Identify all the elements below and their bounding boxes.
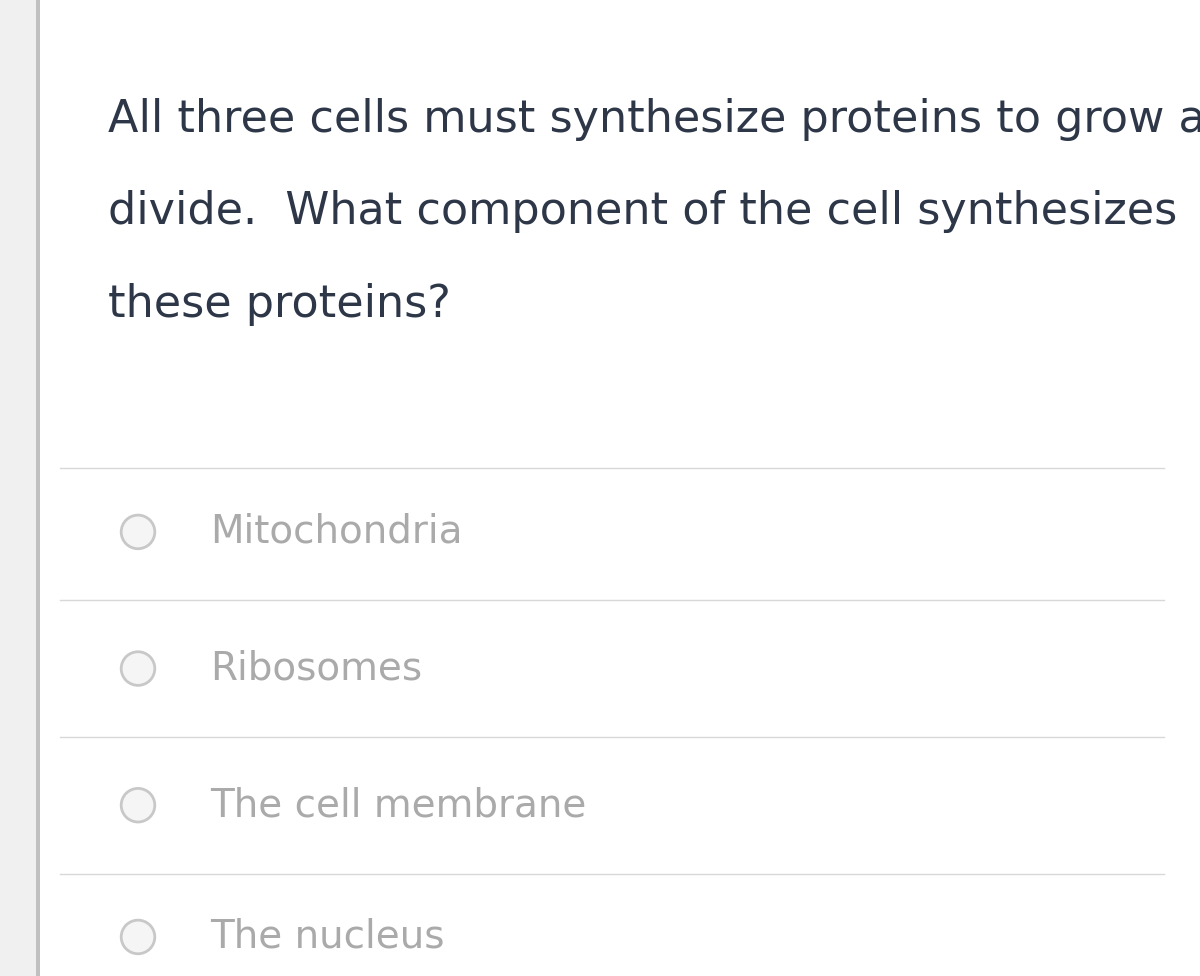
Text: Mitochondria: Mitochondria — [210, 513, 462, 550]
Text: All three cells must synthesize proteins to grow and: All three cells must synthesize proteins… — [108, 98, 1200, 141]
Text: divide.  What component of the cell synthesizes: divide. What component of the cell synth… — [108, 190, 1177, 233]
Ellipse shape — [121, 515, 155, 549]
Text: Ribosomes: Ribosomes — [210, 650, 422, 687]
Text: The cell membrane: The cell membrane — [210, 787, 587, 824]
Text: these proteins?: these proteins? — [108, 283, 451, 326]
Ellipse shape — [121, 652, 155, 685]
Ellipse shape — [121, 920, 155, 954]
Ellipse shape — [121, 789, 155, 822]
Text: The nucleus: The nucleus — [210, 918, 444, 956]
Bar — [36, 0, 40, 976]
